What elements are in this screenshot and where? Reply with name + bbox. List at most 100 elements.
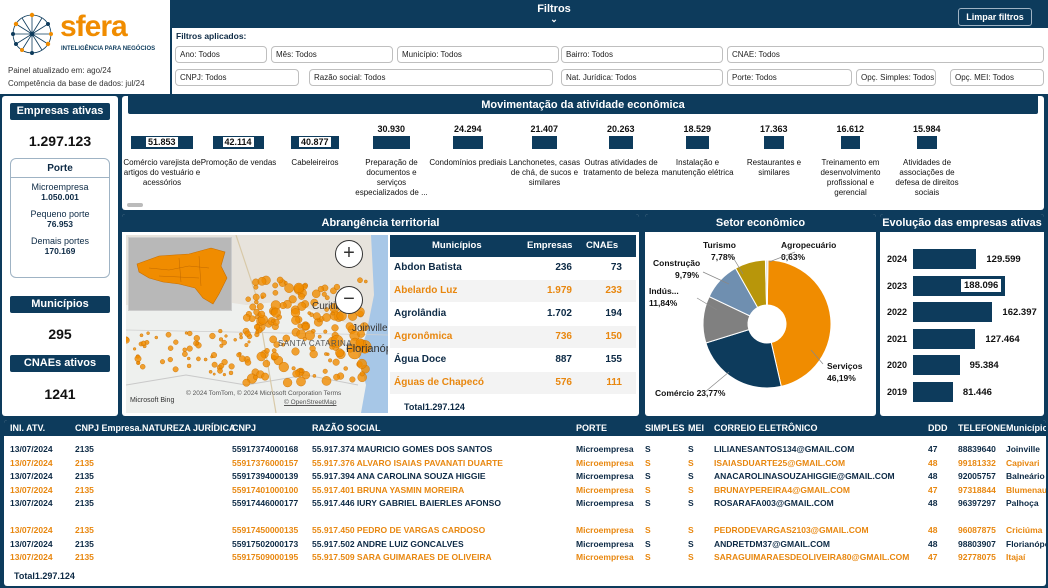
horizontal-scrollbar[interactable]: [127, 203, 143, 207]
th-ini-atv[interactable]: INI. ATV.: [10, 423, 46, 433]
map-company-dot[interactable]: [343, 366, 348, 371]
map-company-dot[interactable]: [136, 360, 141, 365]
filter-opc-simples[interactable]: Opç. Simples: Todos: [856, 69, 936, 86]
map-company-dot[interactable]: [310, 298, 319, 307]
map-company-dot[interactable]: [312, 374, 317, 378]
table-row[interactable]: [4, 511, 1046, 524]
municipio-row[interactable]: Água Doce 887 155: [390, 349, 636, 371]
col-cnaes[interactable]: CNAEs: [586, 240, 619, 251]
map-company-dot[interactable]: [324, 307, 329, 312]
map-company-dot[interactable]: [317, 285, 325, 293]
map-company-dot[interactable]: [140, 340, 147, 347]
th-razao-social[interactable]: RAZÃO SOCIAL: [312, 423, 381, 433]
evolution-bar-2021[interactable]: [913, 328, 976, 349]
activity-bar-5[interactable]: [531, 136, 558, 149]
map-company-dot[interactable]: [139, 333, 144, 338]
sector-pie-chart[interactable]: Serviços 46,19% Comércio 23,77% Indús... 11,…: [645, 232, 876, 416]
map-company-dot[interactable]: [209, 332, 216, 340]
table-row[interactable]: 13/07/2024 2135 55917509000195 55.917.509 S…: [4, 551, 1046, 564]
map-company-dot[interactable]: [187, 356, 191, 361]
activity-bar-9[interactable]: [840, 136, 861, 149]
map-company-dot[interactable]: [333, 373, 340, 381]
map-company-dot[interactable]: [239, 332, 243, 337]
osm-attribution[interactable]: © OpenStreetMap: [284, 399, 337, 406]
map-company-dot[interactable]: [196, 356, 201, 362]
map-company-dot[interactable]: [133, 347, 137, 351]
map-company-dot[interactable]: [272, 290, 279, 296]
th-cnpj[interactable]: CNPJ: [232, 423, 257, 433]
filters-toggle[interactable]: Filtros ⌄: [172, 0, 936, 25]
table-row[interactable]: 13/07/2024 2135 55917374000168 55.917.374 M…: [4, 443, 1046, 456]
evolution-bar-2022[interactable]: [913, 302, 993, 322]
map-company-dot[interactable]: [297, 323, 303, 329]
pie-slice-1[interactable]: [705, 329, 782, 389]
map-company-dot[interactable]: [272, 282, 279, 289]
map-company-dot[interactable]: [278, 361, 289, 373]
filter-cnpj[interactable]: CNPJ: Todos: [175, 69, 299, 86]
map-company-dot[interactable]: [264, 348, 270, 354]
map-company-dot[interactable]: [256, 303, 264, 311]
map-company-dot[interactable]: [276, 276, 284, 284]
map-company-dot[interactable]: [222, 373, 226, 377]
map-company-dot[interactable]: [182, 347, 187, 353]
map-company-dot[interactable]: [160, 359, 166, 365]
map-company-dot[interactable]: [291, 315, 301, 325]
map-company-dot[interactable]: [335, 348, 345, 358]
map-company-dot[interactable]: [363, 279, 368, 284]
map-company-dot[interactable]: [296, 376, 306, 387]
map-company-dot[interactable]: [184, 331, 188, 335]
th-natureza[interactable]: CNPJ Empresa.NATUREZA JURÍDICA: [75, 423, 236, 433]
map-company-dot[interactable]: [282, 334, 291, 343]
map-company-dot[interactable]: [357, 277, 363, 284]
zoom-out-button[interactable]: −: [335, 286, 363, 314]
map-company-dot[interactable]: [253, 323, 260, 330]
map-company-dot[interactable]: [283, 378, 293, 388]
map-company-dot[interactable]: [331, 324, 339, 332]
table-row[interactable]: 13/07/2024 2135 55917376000157 55.917.376 A…: [4, 457, 1046, 470]
map-company-dot[interactable]: [288, 295, 297, 304]
map-company-dot[interactable]: [203, 357, 208, 362]
map-company-dot[interactable]: [359, 322, 369, 332]
map-company-dot[interactable]: [146, 331, 150, 335]
map-company-dot[interactable]: [140, 363, 146, 370]
evolution-bar-2024[interactable]: [913, 249, 977, 269]
map-company-dot[interactable]: [224, 334, 228, 338]
map-company-dot[interactable]: [332, 358, 340, 366]
map-company-dot[interactable]: [349, 376, 356, 383]
map-company-dot[interactable]: [228, 370, 234, 376]
map-company-dot[interactable]: [172, 366, 179, 373]
map-company-dot[interactable]: [165, 331, 172, 338]
map-company-dot[interactable]: [195, 341, 199, 345]
municipio-row[interactable]: Agrolândia 1.702 194: [390, 303, 636, 325]
map-company-dot[interactable]: [182, 351, 188, 357]
map-company-dot[interactable]: [221, 358, 228, 366]
map-company-dot[interactable]: [281, 342, 286, 347]
map-company-dot[interactable]: [217, 367, 223, 374]
map-company-dot[interactable]: [322, 368, 328, 374]
map-company-dot[interactable]: [210, 355, 214, 359]
map-company-dot[interactable]: [258, 310, 266, 318]
map-company-dot[interactable]: [331, 311, 335, 316]
map-company-dot[interactable]: [273, 341, 280, 348]
map-company-dot[interactable]: [283, 281, 288, 285]
map-company-dot[interactable]: [252, 293, 260, 301]
th-email[interactable]: CORREIO ELETRÔNICO: [714, 423, 818, 433]
th-municipio[interactable]: Município: [1006, 423, 1046, 433]
table-row[interactable]: 13/07/2024 2135 55917446000177 55.917.446 I…: [4, 497, 1046, 510]
map-company-dot[interactable]: [173, 339, 179, 345]
map-company-dot[interactable]: [208, 369, 213, 374]
activity-bar-3[interactable]: [373, 136, 410, 149]
map-company-dot[interactable]: [236, 352, 242, 358]
table-row[interactable]: 13/07/2024 2135 55917401000100 55.917.401 B…: [4, 484, 1046, 497]
map-company-dot[interactable]: [302, 322, 310, 331]
activity-bar-8[interactable]: [763, 136, 785, 149]
map-company-dot[interactable]: [324, 352, 328, 356]
table-row[interactable]: 13/07/2024 2135 55917450000135 55.917.450 P…: [4, 524, 1046, 537]
map-company-dot[interactable]: [355, 338, 365, 347]
map-company-dot[interactable]: [291, 366, 296, 371]
map-company-dot[interactable]: [126, 336, 130, 344]
map-company-dot[interactable]: [345, 322, 354, 331]
map-company-dot[interactable]: [322, 313, 331, 322]
map-company-dot[interactable]: [248, 315, 256, 322]
map-company-dot[interactable]: [187, 330, 193, 337]
